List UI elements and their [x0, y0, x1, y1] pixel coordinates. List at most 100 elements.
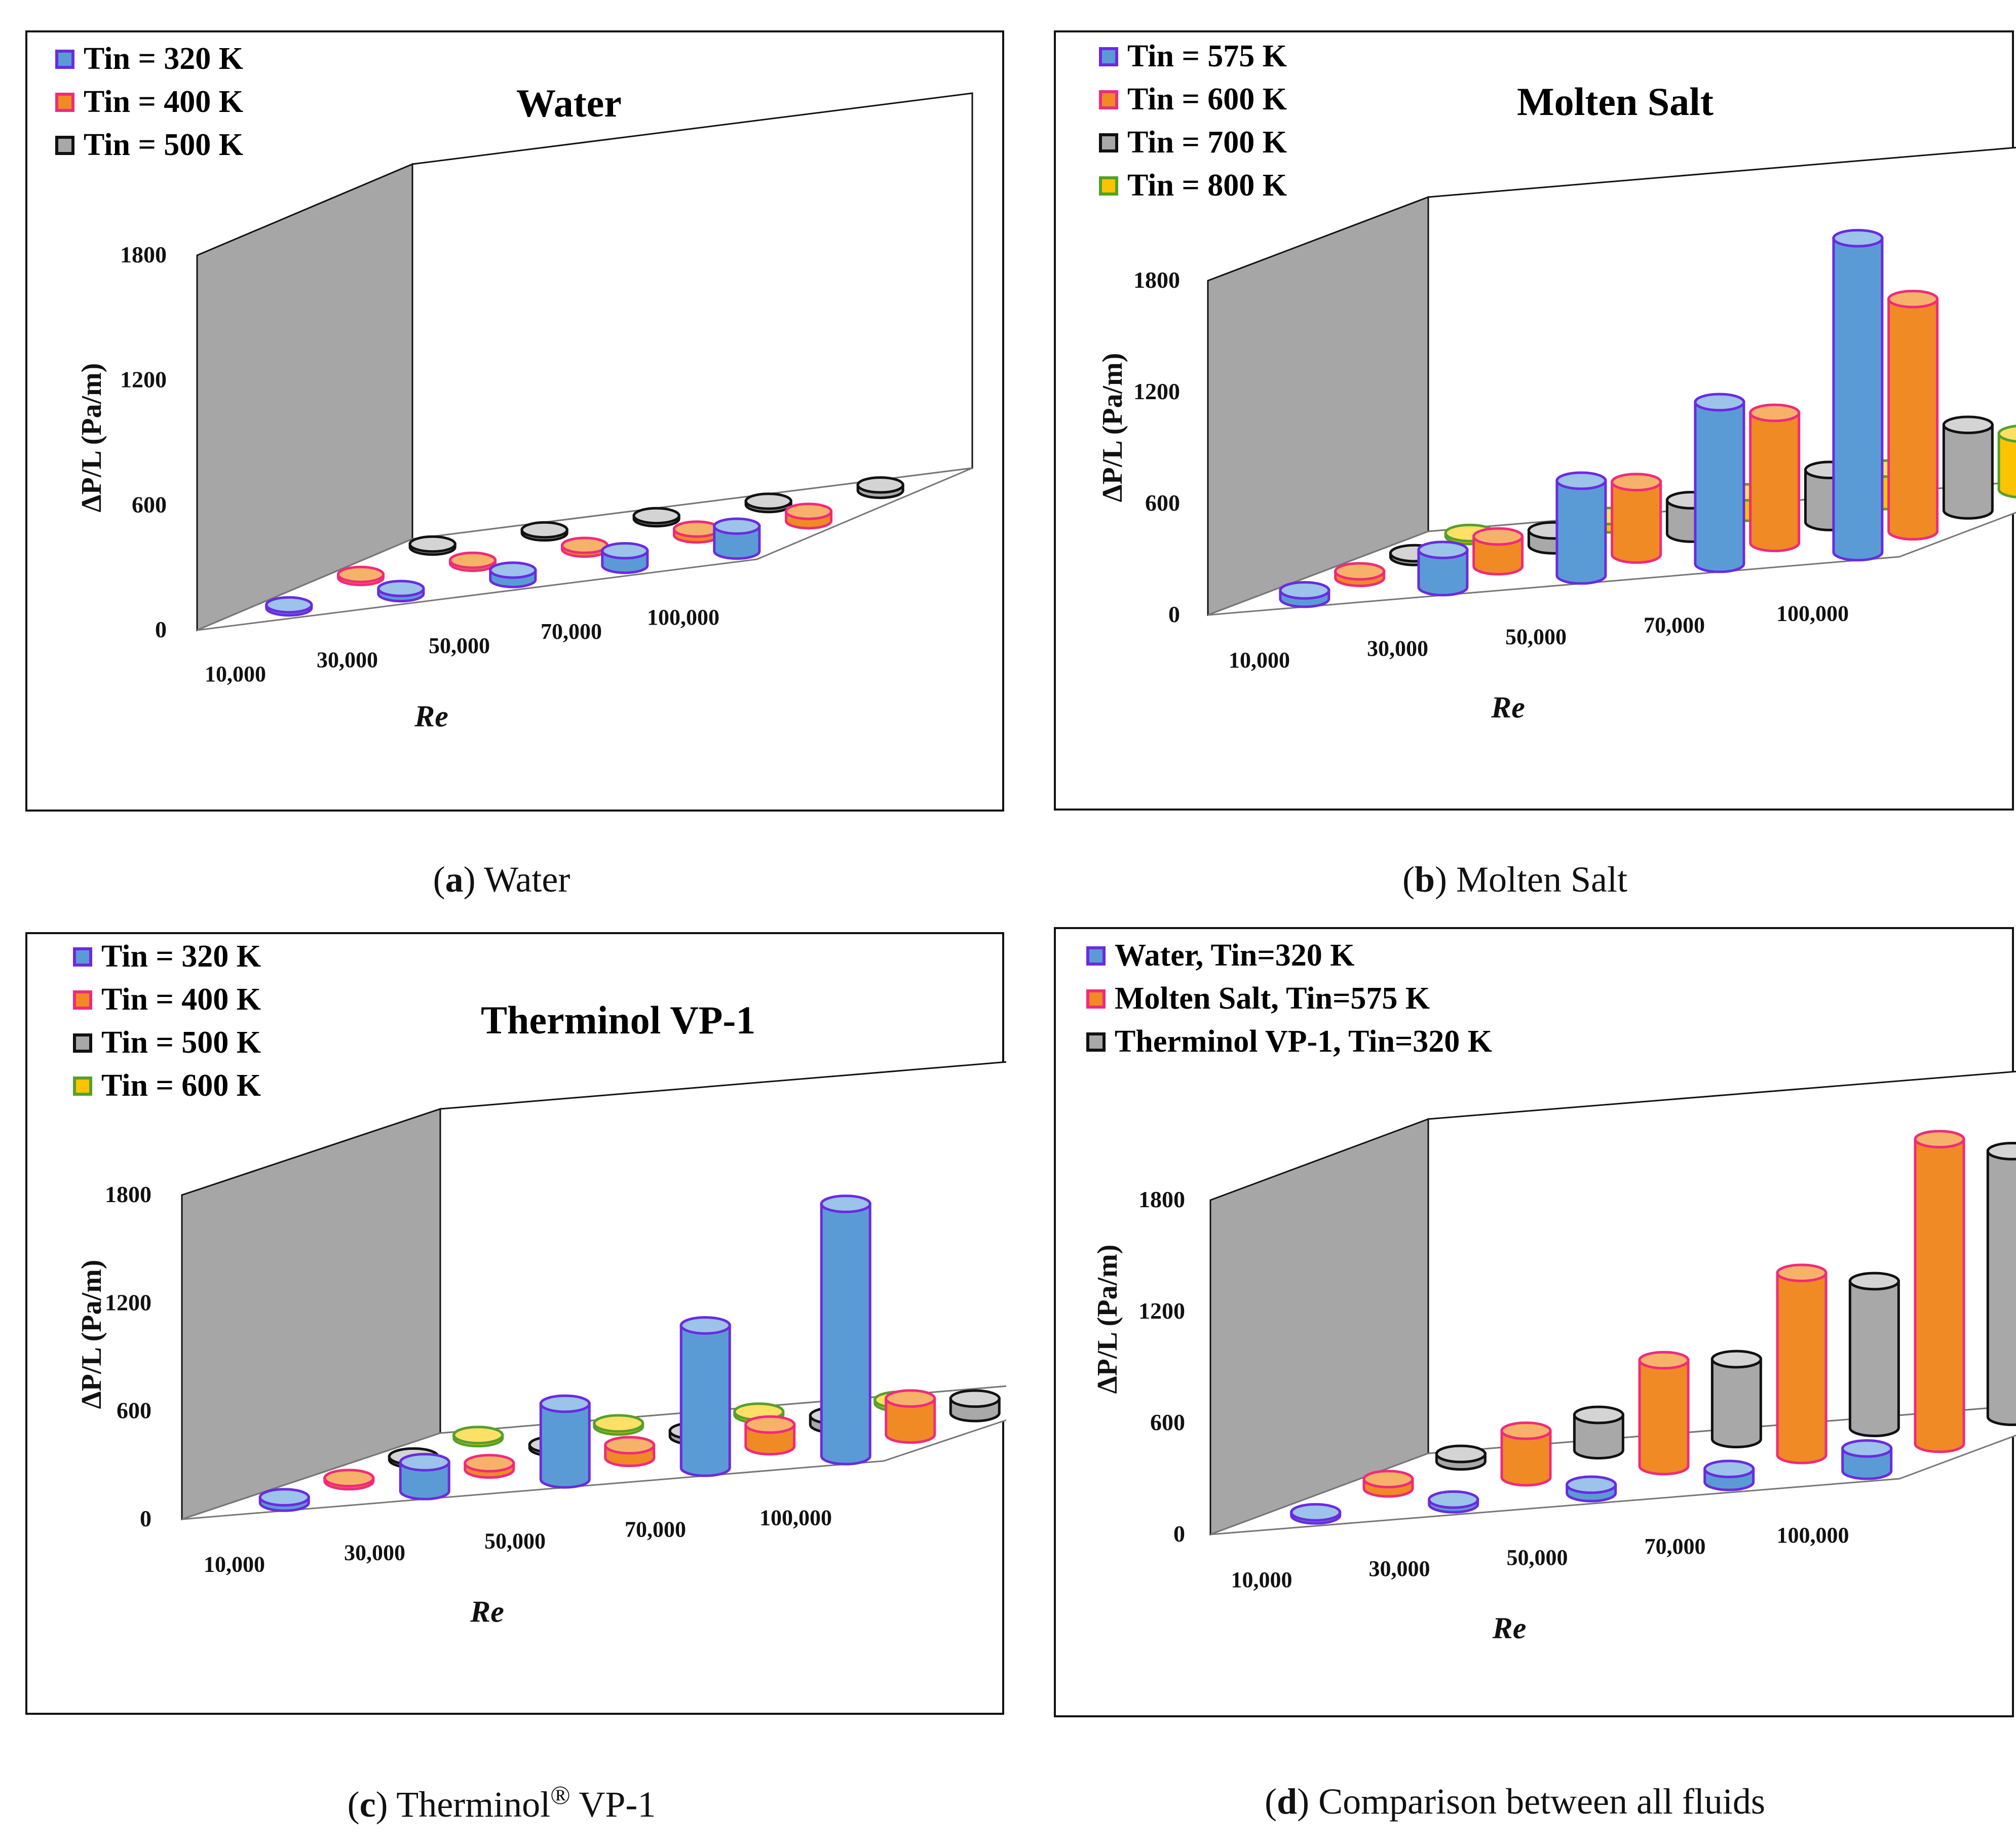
bar	[265, 596, 313, 617]
bar	[1997, 425, 2016, 498]
chart-title-a: Water	[516, 81, 622, 125]
bar-top	[856, 476, 904, 494]
legend-d: Water, Tin=320 K Molten Salt, Tin=575 K Th…	[1086, 934, 1492, 1063]
bar	[1472, 527, 1524, 575]
bar-body	[399, 1460, 450, 1501]
bar-top	[1435, 1444, 1487, 1464]
x-tick-label: 70,000	[625, 1517, 686, 1542]
y-tick-label: 1200	[1138, 1298, 1185, 1324]
bar-body	[679, 1324, 731, 1477]
bar-top	[672, 520, 721, 538]
legend-label: Tin = 575 K	[1127, 39, 1287, 73]
bar-top	[744, 492, 792, 510]
bar	[1694, 393, 1745, 573]
bar-body	[1417, 549, 1469, 597]
caption-b: (b) Molten Salt	[1402, 859, 1627, 900]
caption-d-text: Comparison between all fluids	[1318, 1781, 1765, 1822]
chart-svg-a: 0 600 1200 1800 ΔP/L (Pa/m) 10,000 30,000 50,00…	[76, 92, 973, 733]
bar	[1334, 562, 1386, 587]
legend-swatch	[1099, 133, 1118, 152]
bar	[377, 580, 425, 603]
bar-body	[885, 1397, 936, 1444]
legend-a: Tin = 320 K Tin = 400 K Tin = 500 K	[55, 37, 243, 167]
chart-svg-c: 0 600 1200 1800 ΔP/L (Pa/m) 10,000 30,000 50,00…	[76, 1061, 1006, 1629]
bar-top	[1472, 527, 1524, 546]
bar-top	[1638, 1351, 1690, 1370]
legend-swatch	[1086, 946, 1106, 966]
x-axis-label: Re	[1492, 1611, 1527, 1645]
x-tick-label: 50,000	[1507, 1545, 1568, 1570]
legend-label: Tin = 500 K	[84, 128, 243, 162]
bar	[1848, 1272, 1900, 1437]
caption-c-sup: ®	[550, 1781, 570, 1810]
caption-c-text: Therminol	[396, 1784, 551, 1825]
bar	[679, 1316, 731, 1477]
bar-top	[1710, 1350, 1762, 1369]
bar-body	[1611, 481, 1662, 564]
caption-b-text: Molten Salt	[1456, 859, 1627, 900]
legend-c: Tin = 320 K Tin = 400 K Tin = 500 K Tin = 6…	[73, 935, 261, 1107]
legend-label: Molten Salt, Tin=575 K	[1115, 981, 1430, 1016]
legend-item: Tin = 320 K	[55, 37, 243, 81]
bar	[1611, 473, 1662, 564]
bar	[1279, 581, 1330, 608]
bar	[520, 521, 568, 542]
bar-top	[632, 507, 680, 525]
bar	[539, 1394, 591, 1489]
x-axis-label: Re	[414, 700, 448, 733]
bar	[1710, 1350, 1762, 1448]
bar-top	[1279, 581, 1330, 600]
bar-body	[1887, 297, 1939, 541]
y-tick-label: 1200	[105, 1289, 151, 1315]
bar	[672, 520, 721, 544]
bar	[856, 476, 904, 499]
bar-top	[1334, 562, 1386, 581]
y-tick-label: 1800	[1133, 267, 1180, 293]
floor	[181, 1385, 1006, 1520]
legend-label: Water, Tin=320 K	[1115, 938, 1355, 973]
caption-d: (d) Comparison between all fluids	[1265, 1781, 1765, 1822]
legend-swatch	[73, 947, 92, 967]
y-axis-label: ΔP/L (Pa/m)	[76, 1260, 107, 1409]
caption-c-letter: c	[359, 1784, 376, 1825]
chart-svg-b: 0 600 1200 1800 ΔP/L (Pa/m) 10,000 30,000 50,00…	[1097, 146, 2016, 724]
bar	[1986, 1141, 2016, 1426]
legend-label: Tin = 600 K	[101, 1068, 261, 1103]
bar-top	[399, 1453, 450, 1472]
bar-body	[1942, 424, 1994, 520]
bar-top	[1611, 473, 1662, 491]
bar-body	[1555, 479, 1607, 585]
bar-top	[452, 1426, 504, 1445]
bar-top	[1776, 1263, 1828, 1283]
x-tick-label: 100,000	[1776, 601, 1849, 626]
x-tick-label: 10,000	[1229, 648, 1290, 673]
x-tick-label: 70,000	[1645, 1534, 1706, 1559]
x-axis-label: Re	[470, 1595, 504, 1629]
legend-label: Tin = 400 K	[84, 85, 243, 119]
bar	[336, 565, 385, 587]
y-tick-label: 1200	[1133, 378, 1180, 404]
bar-top	[1555, 471, 1607, 490]
bar	[1749, 403, 1801, 552]
legend-item: Water, Tin=320 K	[1086, 934, 1492, 977]
legend-swatch	[1099, 90, 1118, 109]
bar	[784, 503, 833, 529]
bar-top	[520, 521, 568, 539]
legend-swatch	[73, 1033, 92, 1053]
x-axis-label: Re	[1491, 691, 1525, 724]
legend-item: Tin = 600 K	[1099, 78, 1287, 121]
legend-swatch	[55, 92, 74, 112]
legend-label: Tin = 800 K	[1127, 168, 1287, 203]
legend-item: Tin = 800 K	[1099, 164, 1287, 207]
bar	[713, 517, 761, 560]
bar-body	[1848, 1280, 1900, 1437]
legend-swatch	[73, 990, 92, 1010]
legend-item: Therminol VP-1, Tin=320 K	[1086, 1020, 1492, 1063]
legend-label: Tin = 320 K	[84, 42, 243, 76]
legend-item: Tin = 500 K	[73, 1021, 261, 1064]
bar-top	[820, 1195, 871, 1213]
bar-top	[1500, 1421, 1552, 1440]
bar	[1573, 1405, 1624, 1459]
y-tick-label: 0	[140, 1506, 151, 1531]
bar-top	[1841, 1439, 1893, 1458]
